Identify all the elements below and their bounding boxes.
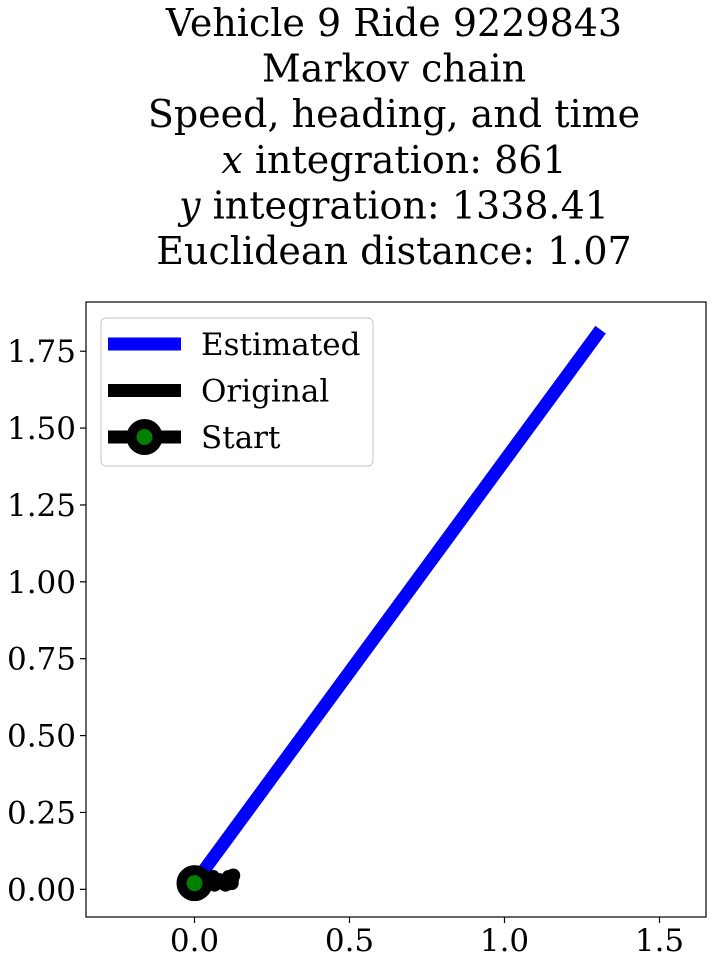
x-tick-label: 0.5 — [325, 923, 374, 959]
title-line-1: Markov chain — [262, 47, 526, 91]
series-line-estimated — [189, 325, 606, 888]
y-tick-label: 1.50 — [7, 411, 76, 447]
y-tick-label: 0.00 — [7, 872, 76, 908]
legend-label: Estimated — [201, 327, 360, 363]
y-tick-label: 1.75 — [7, 334, 76, 370]
title-line-2: Speed, heading, and time — [148, 92, 640, 136]
legend-box — [100, 317, 374, 467]
y-tick-label: 0.25 — [7, 795, 76, 831]
title-line-0: Vehicle 9 Ride 9229843 — [165, 1, 622, 45]
x-tick-label: 1.0 — [480, 923, 529, 959]
start-marker — [176, 865, 213, 902]
title-variable: x — [221, 138, 242, 182]
title-text: Euclidean distance: 1.07 — [156, 229, 631, 273]
x-tick-label: 0.0 — [170, 923, 219, 959]
y-tick-label: 1.25 — [7, 488, 76, 524]
y-tick-label: 0.75 — [7, 642, 76, 678]
axis-ticks: 0.0 0.5 1.0 1.5 0.00 0.25 0.50 0.75 1.00 1.25 1.50… — [7, 334, 684, 959]
title-text: integration: 1338.41 — [201, 183, 609, 227]
title-text: Speed, heading, and time — [148, 92, 640, 136]
x-tick-label: 1.5 — [635, 923, 684, 959]
legend-start-marker — [126, 419, 163, 455]
legend-label: Original — [201, 374, 329, 410]
y-tick-label: 1.00 — [7, 565, 76, 601]
title-line-4: y integration: 1338.41 — [177, 183, 609, 227]
title-text: integration: 861 — [243, 138, 567, 182]
title-line-5: Euclidean distance: 1.07 — [156, 229, 631, 273]
title-variable: y — [177, 183, 201, 227]
y-tick-label: 0.50 — [7, 719, 76, 755]
title-line-3: x integration: 861 — [221, 138, 566, 182]
series-layer — [176, 325, 606, 902]
legend-label: Start — [201, 420, 281, 456]
plot-area — [85, 301, 707, 918]
title-text: Markov chain — [262, 47, 526, 91]
title-text: Vehicle 9 Ride 9229843 — [165, 1, 622, 45]
original-point — [226, 868, 241, 883]
legend: Estimated Original Start — [100, 317, 374, 467]
